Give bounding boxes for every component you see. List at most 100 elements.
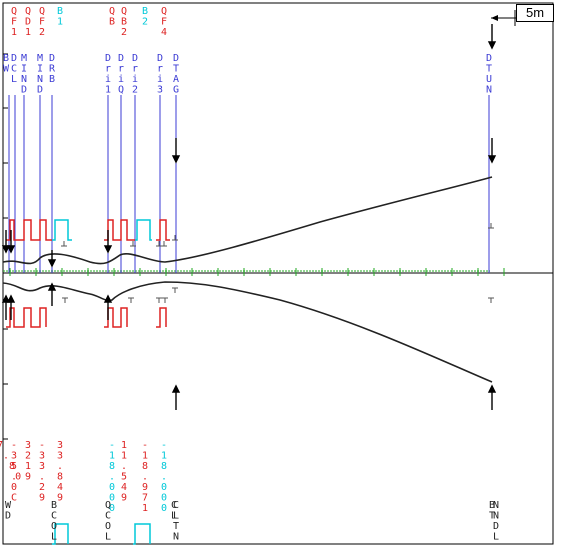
label-char: 0 bbox=[109, 482, 115, 493]
label-char: i bbox=[118, 74, 124, 85]
label-char: D bbox=[37, 85, 43, 96]
left-axis-ticks bbox=[3, 53, 8, 440]
label-char: Q bbox=[118, 85, 124, 96]
label-char: 4 bbox=[161, 27, 167, 38]
label-char: B bbox=[109, 17, 115, 28]
label-char: Q bbox=[39, 6, 45, 17]
label-char: L bbox=[105, 532, 111, 543]
label-char: D bbox=[105, 53, 111, 64]
label-char: 9 bbox=[25, 472, 31, 483]
label-char: i bbox=[157, 74, 163, 85]
label-char: 0 bbox=[11, 482, 17, 493]
label-char: D bbox=[25, 17, 31, 28]
label-char: 1 bbox=[57, 17, 63, 28]
label-char: 1 bbox=[142, 503, 148, 514]
label-char: 3 bbox=[39, 461, 45, 472]
label-char: 1 bbox=[25, 461, 31, 472]
label-char: C bbox=[51, 511, 57, 522]
label-char: 0 bbox=[161, 482, 167, 493]
label-char: 3 bbox=[57, 440, 63, 451]
label-char: D bbox=[486, 53, 492, 64]
label-char: Q bbox=[161, 6, 167, 17]
label-char: C bbox=[11, 493, 17, 504]
label-char: 1 bbox=[121, 451, 127, 462]
label-char: 3 bbox=[57, 451, 63, 462]
label-char: N bbox=[493, 500, 499, 511]
label-char: R bbox=[49, 64, 56, 75]
label-v7: -1 8. 9 7 1 bbox=[142, 440, 148, 514]
label-char: B bbox=[57, 6, 63, 17]
label-char: 0 bbox=[109, 493, 115, 504]
label-char: T bbox=[173, 521, 179, 532]
label-char: T bbox=[173, 64, 179, 75]
label-char: 9 bbox=[39, 493, 45, 504]
label-char: r bbox=[105, 64, 111, 75]
label-char: 3 bbox=[11, 451, 17, 462]
label-char: 8 bbox=[161, 461, 167, 472]
label-char: 3 bbox=[157, 85, 163, 96]
label-char: - bbox=[39, 440, 45, 451]
label-char: 1 bbox=[161, 451, 167, 462]
label-char: B bbox=[489, 500, 495, 511]
label-char: O bbox=[51, 521, 57, 532]
label-char: Q bbox=[121, 6, 127, 17]
label-char: . bbox=[109, 472, 115, 483]
label-char: i bbox=[105, 74, 111, 85]
label-char: 5 bbox=[11, 461, 17, 472]
label-char: 8 bbox=[109, 461, 115, 472]
label-char: B bbox=[3, 53, 9, 64]
label-char: 0 bbox=[15, 472, 21, 483]
label-char: 3 bbox=[39, 451, 45, 462]
label-char: 8 bbox=[57, 472, 63, 483]
label-char: 8 bbox=[142, 461, 148, 472]
label-char: W bbox=[3, 64, 10, 75]
label-char: D bbox=[173, 53, 179, 64]
label-char: B bbox=[121, 17, 127, 28]
label-char: N bbox=[493, 511, 499, 522]
label-char: 2 bbox=[132, 85, 138, 96]
label-char: I bbox=[21, 64, 27, 75]
label-char: 2 bbox=[25, 451, 31, 462]
label-char: 4 bbox=[121, 482, 127, 493]
label-char: r bbox=[132, 64, 138, 75]
label-char: D bbox=[132, 53, 138, 64]
label-char: I bbox=[37, 64, 43, 75]
label-v8: -1 8. 0 0 0 bbox=[161, 440, 167, 514]
label-char: L bbox=[171, 511, 177, 522]
label-v9: 7.80 bbox=[0, 440, 21, 483]
label-char: 0 bbox=[109, 503, 115, 514]
label-char: F bbox=[11, 17, 17, 28]
label-char: 0 bbox=[161, 503, 167, 514]
label-char: 1 bbox=[121, 440, 127, 451]
label-char: L bbox=[173, 511, 179, 522]
label-char: 9 bbox=[142, 482, 148, 493]
axis-tick-marks bbox=[9, 268, 505, 276]
label-char: Q bbox=[109, 6, 115, 17]
label-char: 1 bbox=[142, 451, 148, 462]
label-char: T bbox=[489, 511, 495, 522]
label-char: C bbox=[173, 500, 179, 511]
label-char: D bbox=[21, 85, 27, 96]
label-char: 0 bbox=[161, 493, 167, 504]
label-char: N bbox=[486, 85, 492, 96]
scale-bar-label: 5m bbox=[516, 4, 554, 22]
